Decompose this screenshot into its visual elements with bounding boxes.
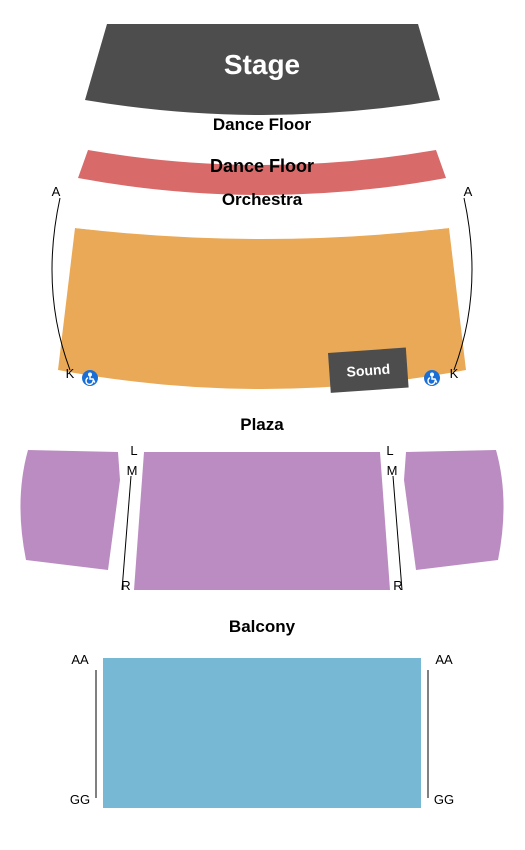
plaza-row-r-left: R (121, 578, 130, 593)
balcony-row-gg-left: GG (70, 792, 90, 807)
orchestra-row-k-left: K (66, 366, 75, 381)
plaza-right (404, 450, 504, 570)
stage-label: Stage (224, 49, 300, 80)
plaza-row-r-right: R (393, 578, 402, 593)
plaza-row-l-right: L (386, 443, 393, 458)
plaza-row-m-right: M (387, 463, 398, 478)
balcony-section: AA AA GG GG (70, 652, 454, 808)
balcony-row-aa-left: AA (71, 652, 89, 667)
dance-floor-heading: Dance Floor (213, 115, 312, 134)
plaza-section: L L M M R R (20, 443, 503, 593)
accessible-icon (82, 370, 98, 386)
plaza-left (20, 450, 120, 570)
orchestra-row-a-right: A (464, 184, 473, 199)
orchestra-row-k-right: K (450, 366, 459, 381)
balcony-shape (103, 658, 421, 808)
accessible-icon (424, 370, 440, 386)
balcony-heading: Balcony (229, 617, 296, 636)
orchestra-heading: Orchestra (222, 190, 303, 209)
orchestra-row-a-left: A (52, 184, 61, 199)
plaza-heading: Plaza (240, 415, 284, 434)
orchestra-notch-right (425, 216, 449, 230)
balcony-row-aa-right: AA (435, 652, 453, 667)
plaza-center (134, 452, 390, 590)
dance-floor-band-label: Dance Floor (210, 156, 314, 176)
stage-section: Stage (85, 24, 440, 115)
sound-booth: Sound (328, 348, 409, 393)
plaza-row-l-left: L (130, 443, 137, 458)
sound-booth-label: Sound (346, 361, 391, 380)
orchestra-notch-left (75, 216, 99, 230)
plaza-row-m-left: M (127, 463, 138, 478)
seating-chart: Stage Dance Floor Dance Floor Orchestra … (0, 0, 525, 850)
balcony-row-gg-right: GG (434, 792, 454, 807)
plaza-aisle-right (393, 476, 402, 590)
orchestra-section: A A K K Sound (52, 184, 473, 393)
plaza-aisle-left (122, 476, 131, 590)
dance-floor-band: Dance Floor (78, 150, 446, 195)
